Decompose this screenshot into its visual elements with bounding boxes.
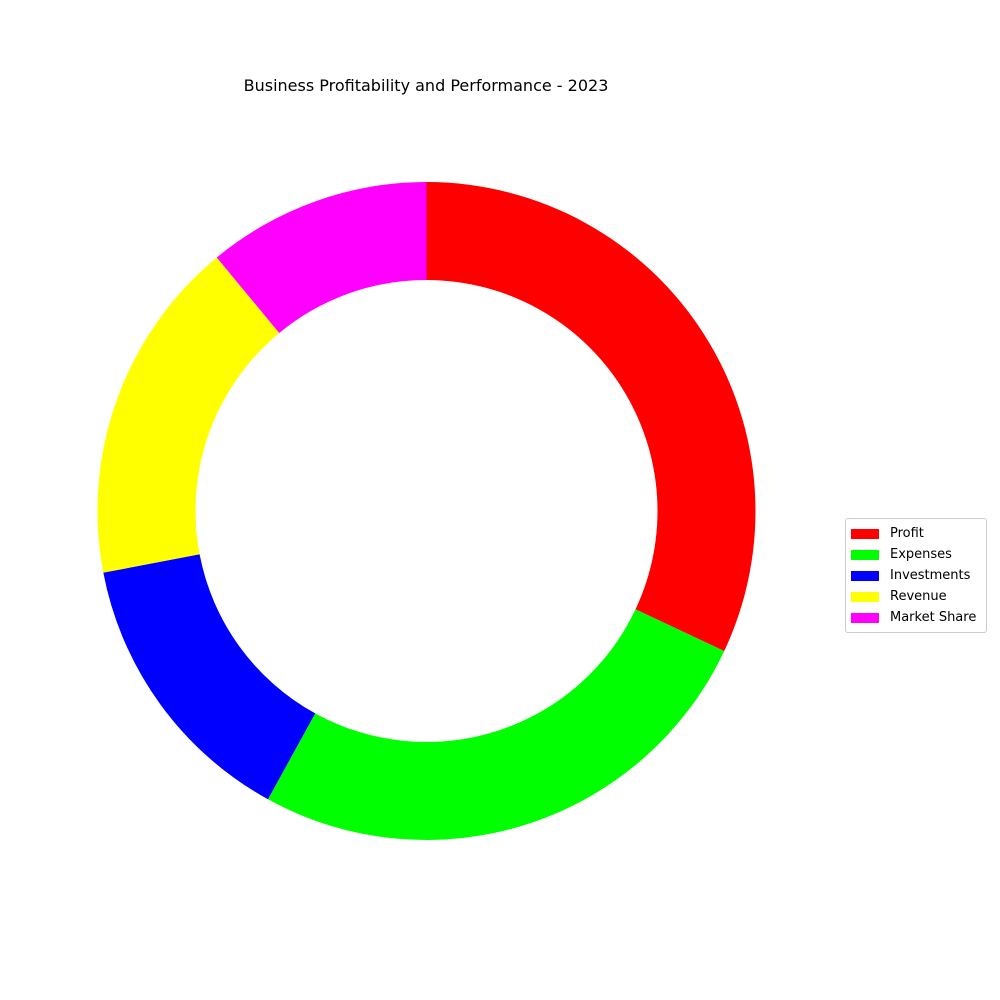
legend-swatch — [851, 570, 879, 581]
legend-label: Investments — [890, 568, 971, 583]
donut-slice-expenses — [268, 609, 725, 840]
legend-item: Revenue — [846, 586, 986, 607]
donut-slice-market-share — [216, 182, 427, 334]
legend-item: Expenses — [846, 544, 986, 565]
legend-label: Market Share — [890, 610, 977, 625]
legend-item: Profit — [846, 523, 986, 544]
legend: Profit Expenses Investments Revenue Market S… — [845, 518, 987, 633]
legend-swatch — [851, 612, 879, 623]
donut-slice-revenue — [97, 257, 280, 573]
legend-label: Revenue — [890, 589, 947, 604]
legend-swatch — [851, 549, 879, 560]
legend-swatch — [851, 591, 879, 602]
legend-label: Expenses — [890, 547, 952, 562]
legend-label: Profit — [890, 526, 924, 541]
legend-item: Investments — [846, 565, 986, 586]
donut-slice-investments — [103, 554, 316, 800]
legend-swatch — [851, 528, 879, 539]
legend-item: Market Share — [846, 607, 986, 628]
donut-slice-profit — [426, 182, 756, 652]
chart-title: Business Profitability and Performance -… — [243, 76, 609, 95]
